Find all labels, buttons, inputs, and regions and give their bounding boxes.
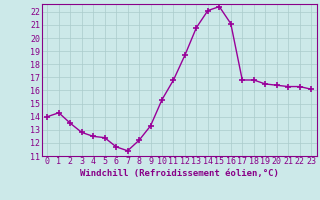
X-axis label: Windchill (Refroidissement éolien,°C): Windchill (Refroidissement éolien,°C) [80,169,279,178]
